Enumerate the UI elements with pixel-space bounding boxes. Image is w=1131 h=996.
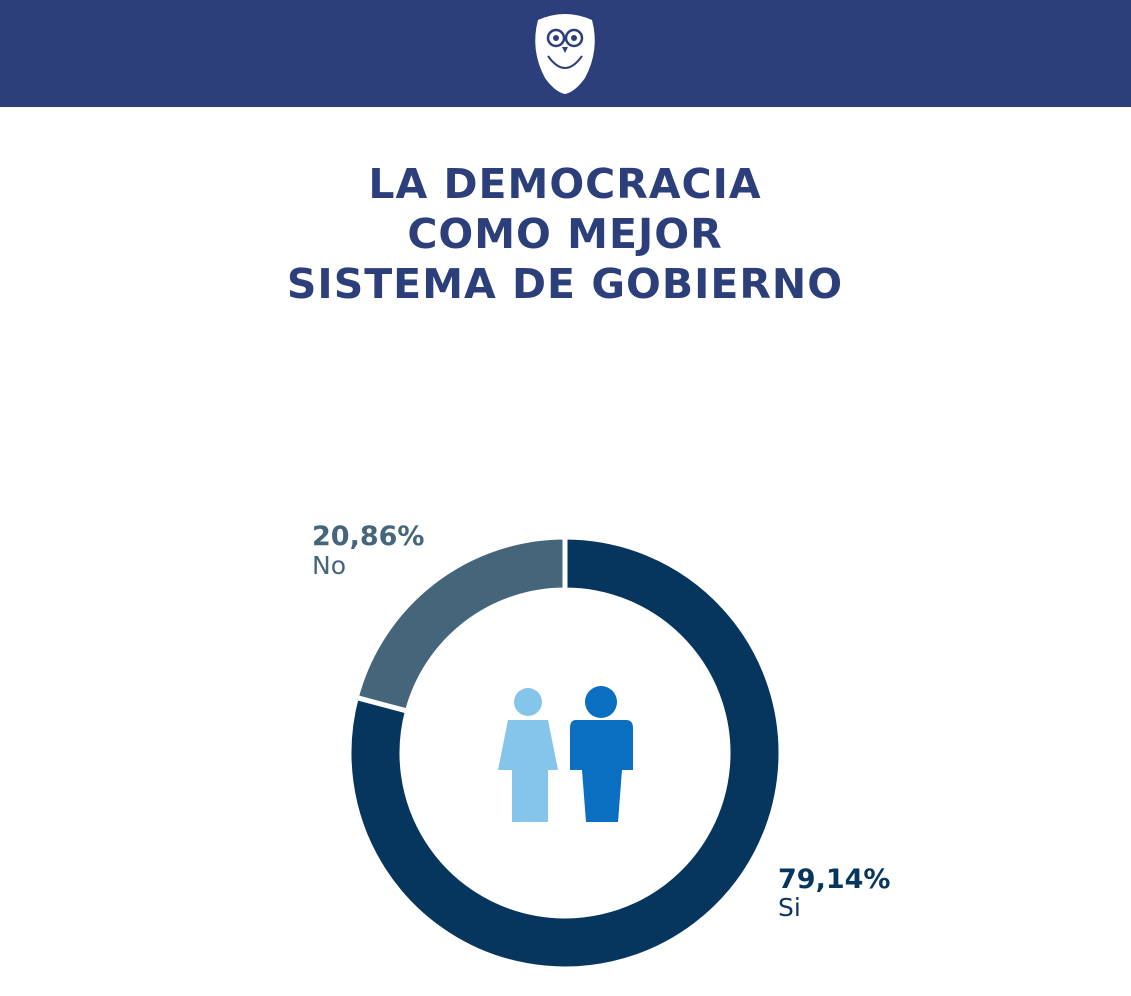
owl-logo <box>535 14 595 94</box>
chart-title: COMO MEJOR <box>407 210 722 258</box>
people-icon <box>498 686 633 822</box>
chart-title: SISTEMA DE GOBIERNO <box>287 260 843 308</box>
value-label: 79,14% <box>778 864 890 895</box>
category-label: Si <box>778 893 801 922</box>
donut-segment <box>346 534 784 972</box>
category-label: No <box>312 551 346 580</box>
chart-title: LA DEMOCRACIA <box>368 160 761 208</box>
value-label: 20,86% <box>312 521 424 552</box>
donut-segment <box>353 534 568 715</box>
